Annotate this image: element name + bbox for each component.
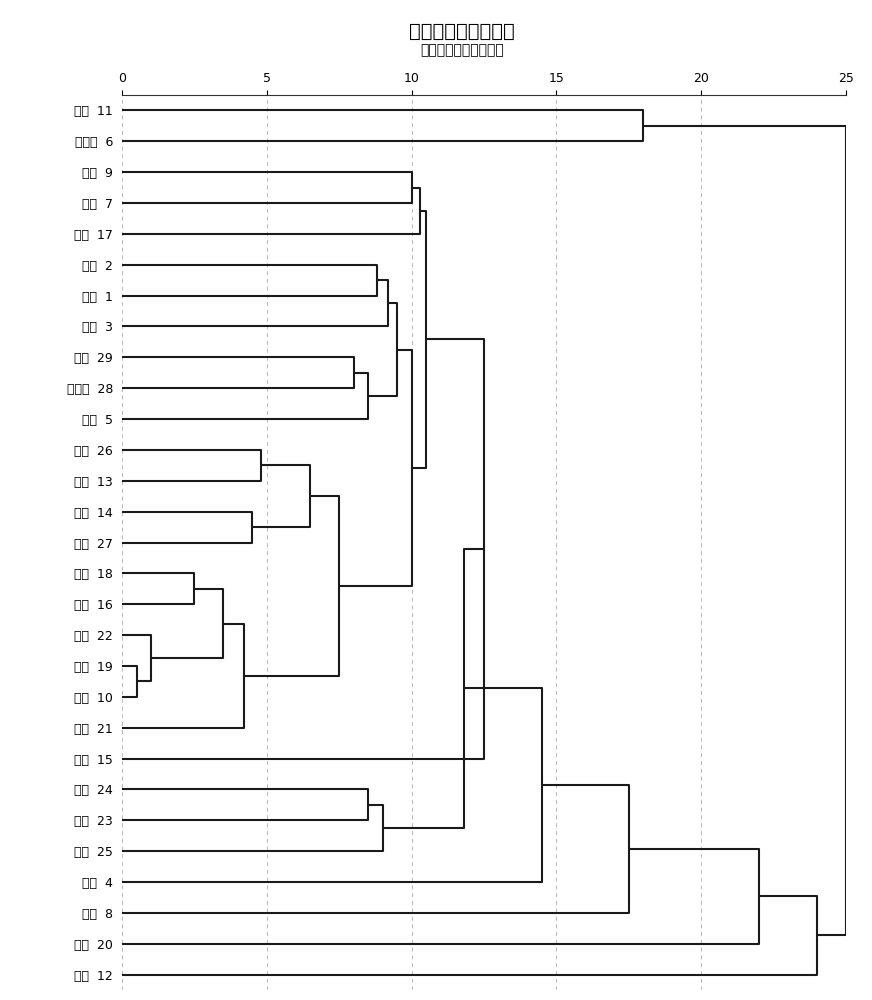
Text: 重新调格距离聚类合并: 重新调格距离聚类合并 <box>420 43 504 57</box>
Text: 使用单联接的树状图: 使用单联接的树状图 <box>409 22 515 41</box>
